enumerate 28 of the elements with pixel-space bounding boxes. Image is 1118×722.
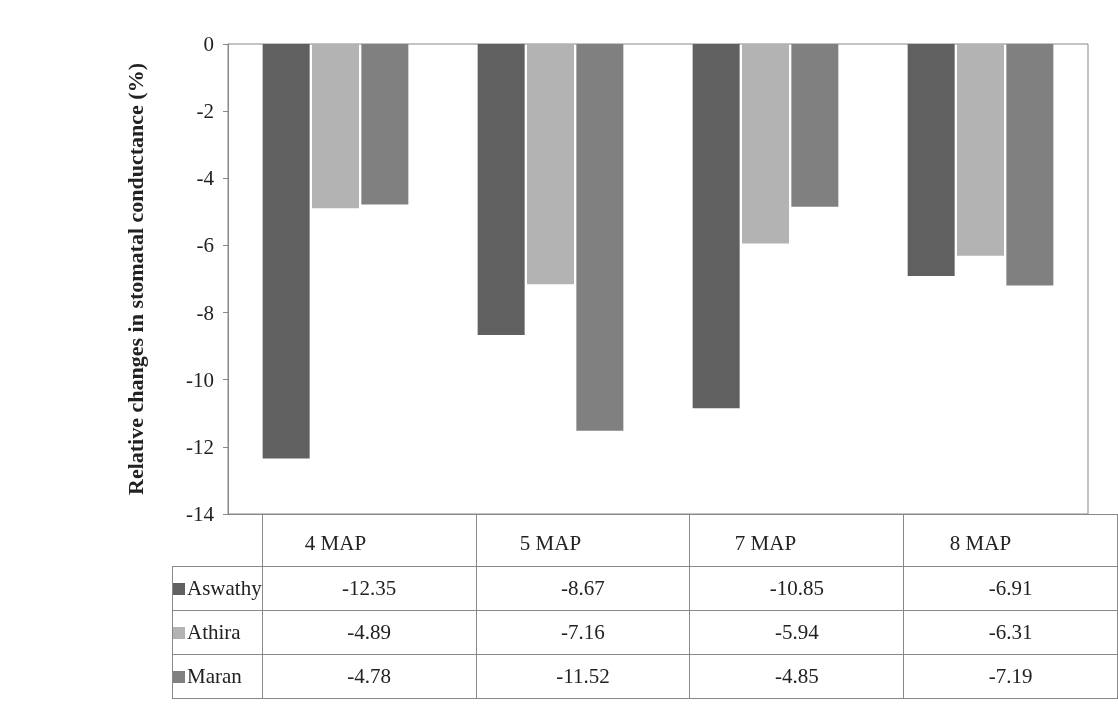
- data-label: -5.94: [689, 610, 904, 655]
- data-label: -12.35: [262, 566, 477, 611]
- legend-label: Athira: [172, 610, 263, 655]
- data-label: -11.52: [476, 654, 690, 699]
- legend-label: Aswathy: [172, 566, 263, 611]
- x-tick-label: 4 MAP: [304, 530, 367, 555]
- y-tick-label: 0: [203, 32, 214, 56]
- y-tick-label: -10: [186, 367, 214, 392]
- y-tick-label: -6: [196, 233, 214, 258]
- y-tick-label: -12: [186, 434, 214, 459]
- data-label: -7.19: [903, 654, 1118, 699]
- data-label: -4.89: [262, 610, 477, 655]
- legend-label: Maran: [172, 654, 263, 699]
- data-label: -6.91: [903, 566, 1118, 611]
- data-label: -10.85: [689, 566, 904, 611]
- data-label: -7.16: [476, 610, 690, 655]
- x-tick-label: 8 MAP: [949, 530, 1012, 555]
- data-label: -8.67: [476, 566, 690, 611]
- x-tick-label: 7 MAP: [734, 530, 797, 555]
- data-label: -6.31: [903, 610, 1118, 655]
- y-axis-title: Relative changes in stomatal conductance (%): [122, 62, 148, 496]
- data-label: -4.78: [262, 654, 477, 699]
- data-label: -4.85: [689, 654, 904, 699]
- y-tick-label: -4: [196, 166, 215, 191]
- x-tick-label: 5 MAP: [519, 530, 582, 555]
- y-tick-label: -8: [196, 300, 214, 325]
- y-tick-label: -2: [196, 99, 214, 124]
- y-tick-label: -14: [186, 502, 215, 526]
